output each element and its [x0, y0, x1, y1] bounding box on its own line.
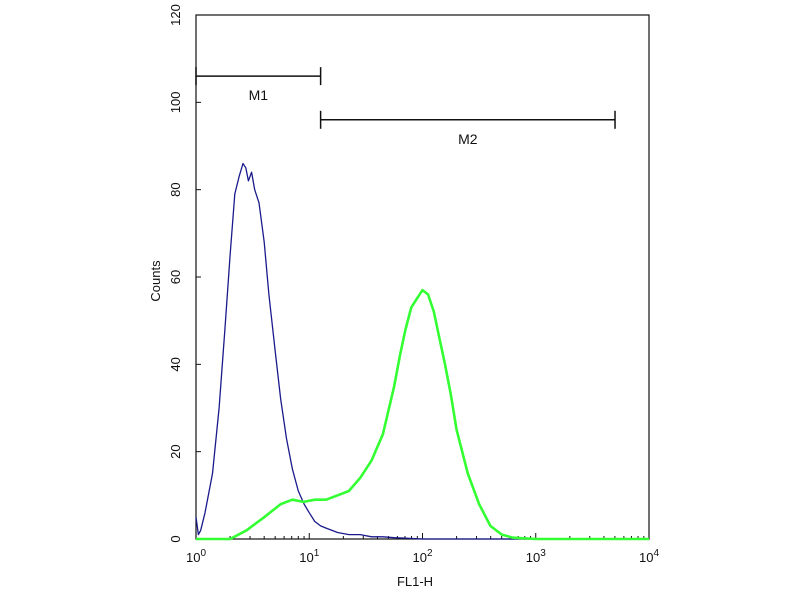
x-tick-base: 10	[639, 550, 653, 565]
x-tick-label: 102	[412, 548, 432, 565]
x-tick-exponent: 2	[427, 548, 433, 559]
x-tick-label: 103	[526, 548, 546, 565]
x-tick-exponent: 4	[653, 548, 659, 559]
histogram-series-1	[195, 162, 649, 540]
x-tick-exponent: 3	[540, 548, 546, 559]
y-tick-label: 120	[168, 4, 183, 26]
x-tick-label: 100	[186, 548, 206, 565]
y-tick-label: 80	[168, 182, 183, 196]
x-tick-base: 10	[526, 550, 540, 565]
y-axis-label: Counts	[148, 260, 163, 302]
marker-m1-label: M1	[249, 87, 269, 103]
x-axis-label: FL1-H	[397, 574, 433, 589]
marker-m2-label: M2	[458, 131, 478, 147]
y-tick-label: 60	[168, 270, 183, 284]
gate-markers: M1 M2	[195, 67, 616, 147]
x-tick-exponent: 1	[314, 548, 320, 559]
y-tick-label: 40	[168, 357, 183, 371]
y-tick-label: 0	[168, 535, 183, 542]
x-tick-base: 10	[412, 550, 426, 565]
y-tick-label: 100	[168, 91, 183, 113]
y-tick-label: 20	[168, 444, 183, 458]
x-tick-base: 10	[186, 550, 200, 565]
x-tick-label: 104	[639, 548, 659, 565]
histogram-series-2	[196, 288, 649, 541]
x-tick-label: 101	[299, 548, 319, 565]
series-layer	[195, 162, 649, 541]
y-axis-ticks: 0 20 40 60 80 100 120	[168, 4, 201, 543]
x-tick-exponent: 0	[200, 548, 206, 559]
x-tick-base: 10	[299, 550, 313, 565]
x-axis-ticks: 100 101 102 103 104	[186, 533, 659, 565]
